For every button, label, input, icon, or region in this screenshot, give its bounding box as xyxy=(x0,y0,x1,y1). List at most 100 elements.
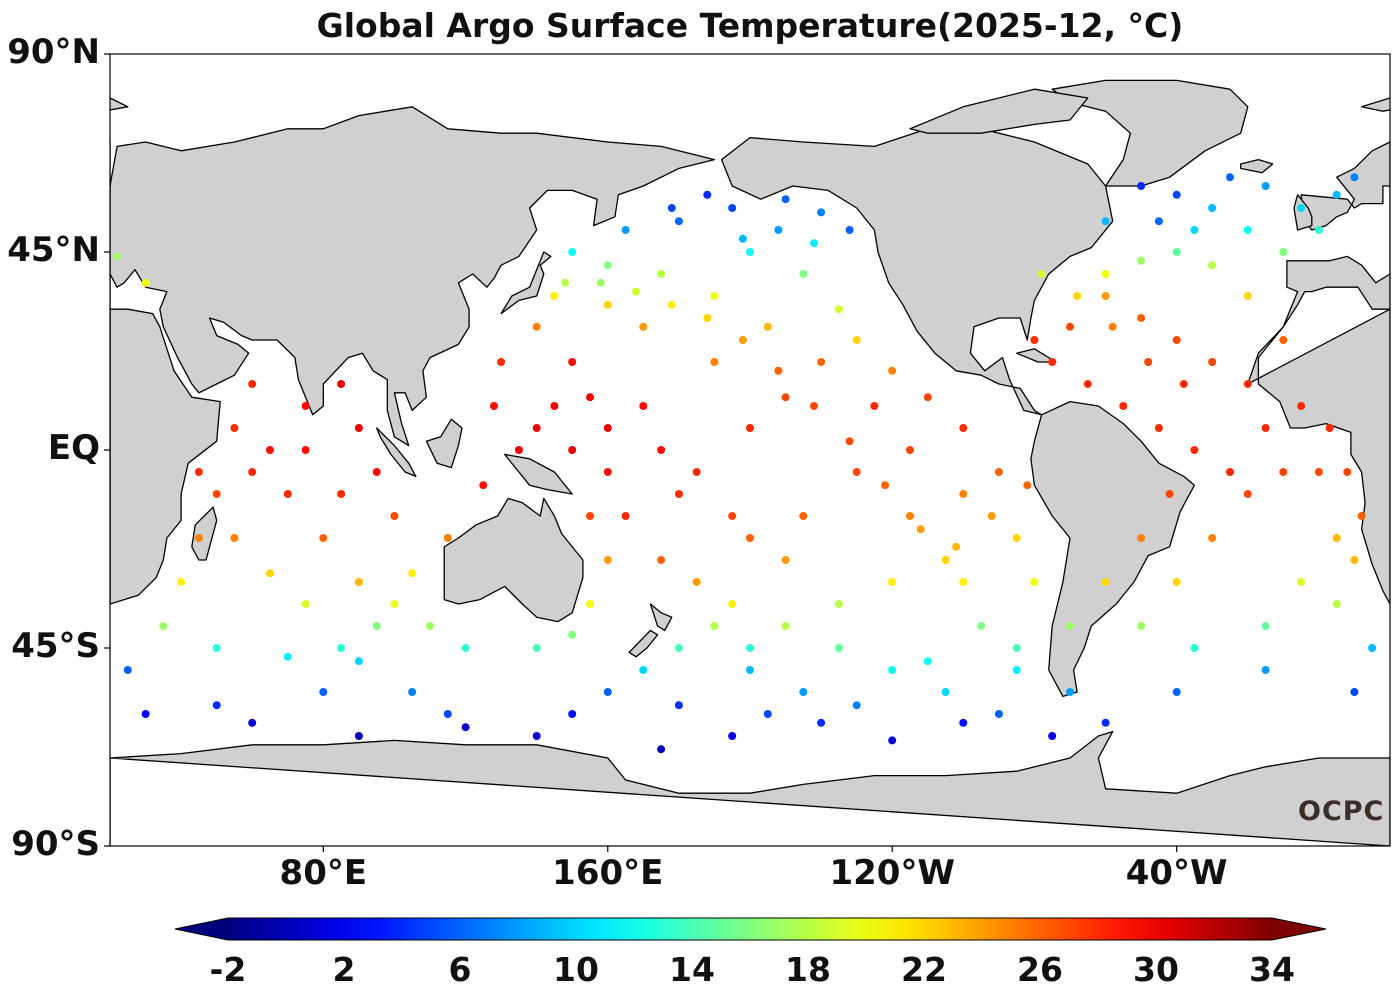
float-point xyxy=(959,578,968,586)
float-point xyxy=(916,525,925,534)
float-point xyxy=(1012,534,1021,542)
float-points xyxy=(113,173,1377,754)
float-point xyxy=(568,630,577,639)
float-point xyxy=(319,688,328,696)
float-point xyxy=(1172,190,1181,199)
float-point xyxy=(774,366,783,375)
float-point xyxy=(603,468,612,476)
float-point xyxy=(639,402,648,410)
float-point xyxy=(941,688,950,696)
float-point xyxy=(212,644,221,652)
float-point xyxy=(674,217,683,226)
axis-ticks xyxy=(104,53,1178,852)
float-point xyxy=(1165,490,1174,498)
land-africa xyxy=(110,308,221,605)
float-point xyxy=(603,424,612,432)
float-point xyxy=(657,270,666,278)
float-point xyxy=(1297,204,1306,212)
float-point xyxy=(674,701,683,710)
colorbar-tick-label: 18 xyxy=(785,950,831,989)
colorbar-max-extend xyxy=(1272,918,1326,940)
float-point xyxy=(728,512,737,520)
float-point xyxy=(692,468,701,476)
float-point xyxy=(834,600,843,608)
float-point xyxy=(1144,358,1153,366)
float-point xyxy=(667,204,676,212)
float-point xyxy=(657,556,666,564)
float-point xyxy=(621,512,630,520)
lon-tick-label: 40°W xyxy=(1125,853,1228,893)
float-point xyxy=(1137,182,1146,190)
colorbar-outline xyxy=(174,917,1327,941)
float-point xyxy=(1261,666,1270,674)
lat-tick-label: 90°N xyxy=(7,32,100,72)
float-point xyxy=(568,358,577,366)
float-point xyxy=(1154,217,1163,226)
float-point xyxy=(568,710,577,718)
float-point xyxy=(632,287,641,296)
float-point xyxy=(1208,534,1217,542)
float-point xyxy=(603,556,612,564)
lon-tick-label: 80°E xyxy=(279,853,368,893)
lon-tick-label: 120°W xyxy=(829,853,955,893)
colorbar-min-extend xyxy=(175,918,228,940)
float-point xyxy=(550,402,559,410)
float-point xyxy=(337,644,346,652)
float-point xyxy=(337,380,346,388)
float-point xyxy=(301,600,310,608)
land-new-zealand-south xyxy=(628,629,659,658)
float-point xyxy=(372,468,381,476)
float-point xyxy=(283,652,292,661)
float-point xyxy=(639,666,648,674)
float-point xyxy=(532,732,541,740)
float-point xyxy=(550,292,559,300)
land-svalbard xyxy=(110,97,129,111)
lon-tick-label: 160°E xyxy=(552,853,664,893)
float-point xyxy=(586,393,594,402)
float-point xyxy=(799,512,808,520)
float-point xyxy=(1208,358,1217,366)
float-point xyxy=(248,380,257,388)
map-title: Global Argo Surface Temperature(2025-12,… xyxy=(316,6,1184,45)
land-uk xyxy=(1293,194,1313,231)
float-point xyxy=(461,723,470,732)
float-point xyxy=(728,600,737,608)
float-point xyxy=(532,322,541,331)
land-greenland xyxy=(1051,79,1249,187)
float-point xyxy=(834,305,843,314)
float-point xyxy=(845,226,854,234)
float-point xyxy=(1357,512,1366,520)
float-point xyxy=(799,270,808,278)
float-point xyxy=(817,358,826,366)
float-point xyxy=(177,578,186,586)
float-point xyxy=(906,512,914,520)
float-point xyxy=(923,393,932,402)
float-point xyxy=(888,736,897,745)
float-point xyxy=(1030,336,1039,344)
float-point xyxy=(248,718,257,727)
colorbar-tick-label: 22 xyxy=(901,950,947,989)
float-point xyxy=(301,402,310,410)
float-point xyxy=(212,490,221,498)
float-point xyxy=(781,195,790,204)
float-point xyxy=(408,569,417,578)
float-point xyxy=(852,468,861,476)
float-point xyxy=(746,534,754,542)
float-point xyxy=(372,622,381,630)
float-point xyxy=(1332,600,1341,608)
float-point xyxy=(817,208,826,217)
colorbar-tick-label: 6 xyxy=(448,950,472,989)
float-point xyxy=(1314,468,1323,476)
float-point xyxy=(1190,226,1199,234)
float-point xyxy=(561,278,570,287)
float-point xyxy=(1083,380,1092,388)
float-point xyxy=(710,622,719,630)
float-point xyxy=(230,534,239,542)
land-japan xyxy=(500,251,552,315)
float-point xyxy=(639,322,648,331)
float-point xyxy=(319,534,328,542)
float-point xyxy=(603,261,612,270)
land-north-america xyxy=(720,128,1114,416)
float-point xyxy=(390,600,399,608)
